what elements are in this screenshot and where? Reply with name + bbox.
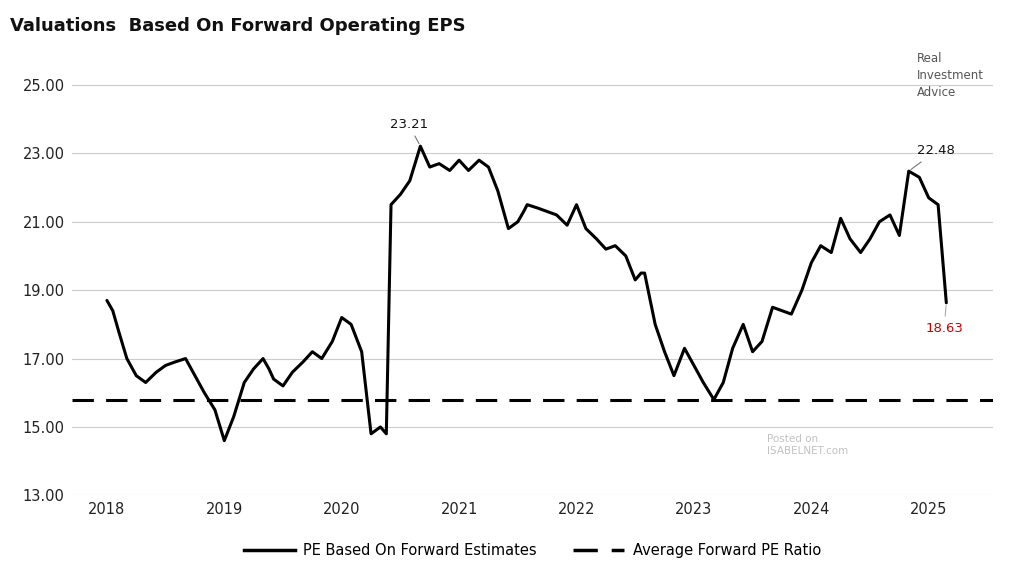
- Legend: PE Based On Forward Estimates, Average Forward PE Ratio: PE Based On Forward Estimates, Average F…: [244, 543, 821, 558]
- Text: 18.63: 18.63: [926, 306, 963, 335]
- Text: Real
Investment
Advice: Real Investment Advice: [916, 52, 983, 99]
- Text: 23.21: 23.21: [389, 118, 428, 144]
- Text: Valuations  Based On Forward Operating EPS: Valuations Based On Forward Operating EP…: [10, 17, 466, 35]
- Text: Posted on
ISABELNET.com: Posted on ISABELNET.com: [767, 434, 849, 456]
- Text: 22.48: 22.48: [911, 145, 954, 169]
